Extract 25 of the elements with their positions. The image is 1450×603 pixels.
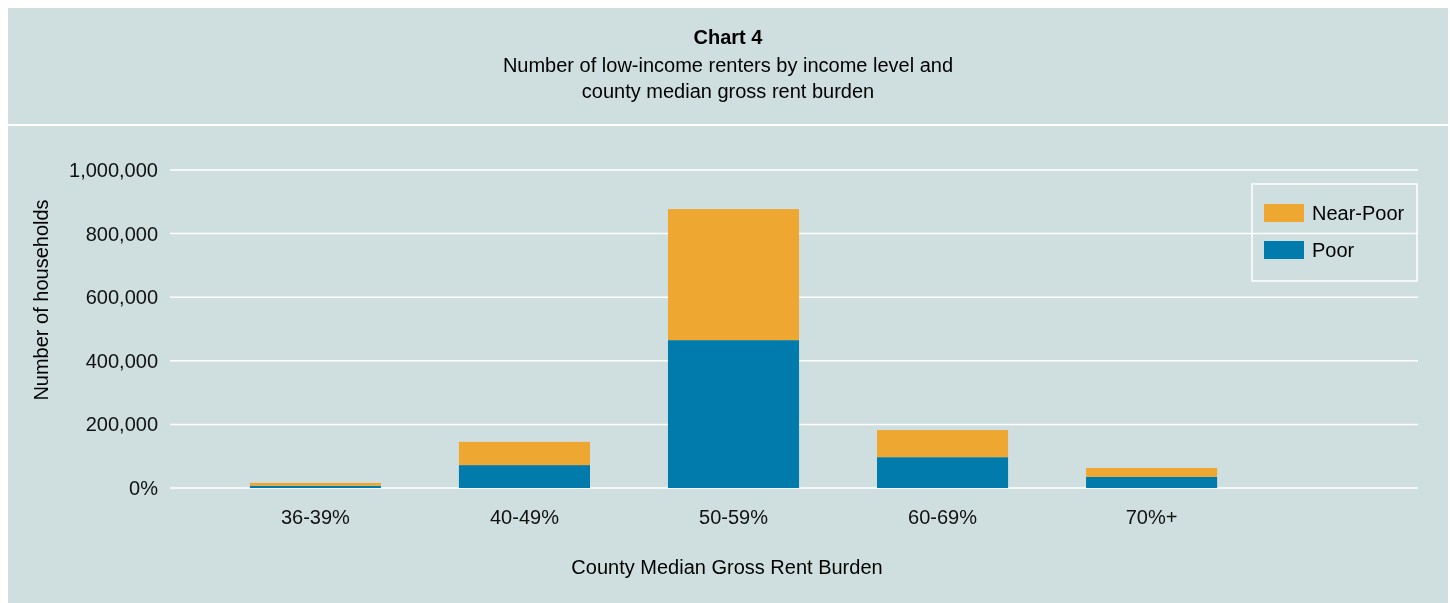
x-tick-label: 40-49% bbox=[489, 506, 560, 529]
legend-label: Near-Poor bbox=[1312, 202, 1405, 224]
x-axis-title: County Median Gross Rent Burden bbox=[571, 556, 883, 578]
legend-label: Poor bbox=[1312, 239, 1355, 261]
y-tick-label: 0% bbox=[129, 476, 159, 499]
bar bbox=[458, 441, 590, 466]
bar bbox=[877, 457, 1009, 488]
y-tick-label: 800,000 bbox=[85, 222, 158, 245]
x-tick-label: 36-39% bbox=[280, 506, 351, 529]
y-tick-label: 400,000 bbox=[85, 349, 158, 372]
bar bbox=[1086, 476, 1218, 488]
bar bbox=[1086, 467, 1218, 477]
x-tick-label: 50-59% bbox=[699, 506, 769, 529]
bar bbox=[667, 209, 800, 341]
x-tick-label: 70%+ bbox=[1125, 506, 1178, 529]
y-tick-label: 1,000,000 bbox=[69, 158, 158, 181]
bar bbox=[458, 465, 590, 488]
bar bbox=[877, 430, 1009, 458]
y-axis-title: Number of households bbox=[30, 199, 52, 401]
chart-title: Chart 4 bbox=[693, 26, 764, 48]
chart-subtitle: Number of low-income renters by income level and county median gross rent burden bbox=[502, 54, 954, 102]
x-tick-label: 60-69% bbox=[908, 506, 978, 529]
y-tick-label: 600,000 bbox=[85, 286, 158, 309]
bar bbox=[667, 340, 800, 488]
y-tick-label: 200,000 bbox=[85, 413, 158, 436]
